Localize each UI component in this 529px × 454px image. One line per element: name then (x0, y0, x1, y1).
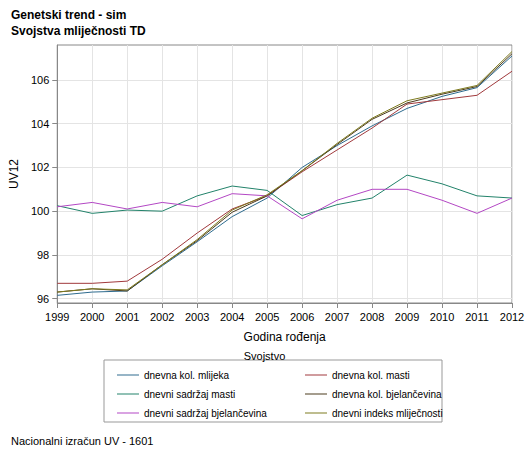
svg-text:dnevni sadržaj bjelančevina: dnevni sadržaj bjelančevina (144, 408, 267, 419)
svg-text:104: 104 (31, 118, 49, 130)
svg-text:2012: 2012 (500, 311, 524, 323)
svg-text:2003: 2003 (185, 311, 209, 323)
svg-text:2002: 2002 (150, 311, 174, 323)
svg-text:102: 102 (31, 161, 49, 173)
svg-text:96: 96 (37, 293, 49, 305)
svg-text:2007: 2007 (325, 311, 349, 323)
svg-text:dnevna kol. mlijeka: dnevna kol. mlijeka (144, 370, 229, 381)
svg-text:Svojstvo: Svojstvo (244, 350, 286, 362)
svg-text:dnevni indeks mliječnosti: dnevni indeks mliječnosti (332, 408, 443, 419)
svg-text:106: 106 (31, 74, 49, 86)
svg-text:2006: 2006 (290, 311, 314, 323)
svg-text:2009: 2009 (395, 311, 419, 323)
svg-text:Nacionalni izračun UV - 1601: Nacionalni izračun UV - 1601 (11, 435, 153, 447)
svg-text:dnevna kol. bjelančevina: dnevna kol. bjelančevina (332, 389, 442, 400)
svg-text:Godina rođenja: Godina rođenja (244, 330, 326, 344)
svg-text:2010: 2010 (430, 311, 454, 323)
svg-text:UV12: UV12 (7, 159, 21, 189)
svg-text:Svojstva mliječnosti TD: Svojstva mliječnosti TD (11, 24, 146, 38)
svg-text:2004: 2004 (220, 311, 244, 323)
svg-text:2005: 2005 (255, 311, 279, 323)
svg-text:100: 100 (31, 205, 49, 217)
svg-text:2008: 2008 (360, 311, 384, 323)
svg-text:2000: 2000 (80, 311, 104, 323)
svg-text:Genetski trend - sim: Genetski trend - sim (11, 8, 126, 22)
svg-text:dnevni sadržaj masti: dnevni sadržaj masti (144, 389, 235, 400)
svg-text:2011: 2011 (465, 311, 489, 323)
svg-text:1999: 1999 (45, 311, 69, 323)
svg-text:2001: 2001 (115, 311, 139, 323)
svg-text:dnevna kol. masti: dnevna kol. masti (332, 370, 410, 381)
svg-text:98: 98 (37, 249, 49, 261)
